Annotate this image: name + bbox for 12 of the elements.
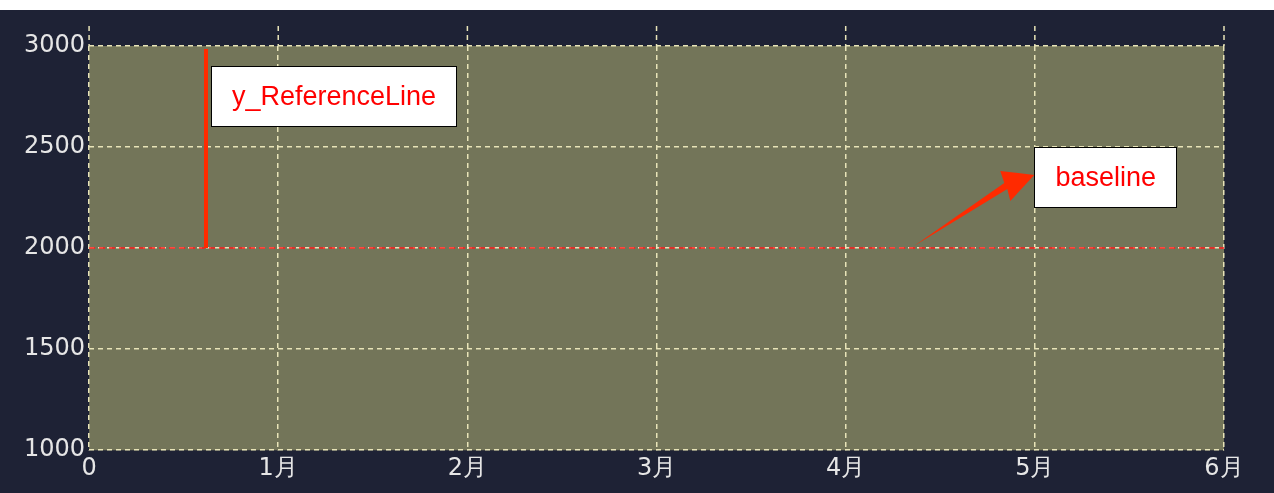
annotation: baseline bbox=[1034, 147, 1178, 209]
x-tick-label: 3月 bbox=[636, 452, 677, 481]
y-tick-label: 1500 bbox=[24, 333, 86, 362]
x-tick-label: 2月 bbox=[447, 452, 488, 481]
y-tick-label: 3000 bbox=[24, 30, 86, 59]
annotation: y_ReferenceLine bbox=[210, 66, 458, 127]
y-tick-label: 2500 bbox=[24, 131, 86, 160]
x-tick-label: 1月 bbox=[258, 452, 298, 481]
x-tick-label: 5月 bbox=[1015, 452, 1055, 481]
x-tick-label: 6月 bbox=[1204, 452, 1244, 481]
x-tick-label: 4月 bbox=[826, 452, 866, 481]
y-tick-label: 2000 bbox=[24, 232, 86, 261]
